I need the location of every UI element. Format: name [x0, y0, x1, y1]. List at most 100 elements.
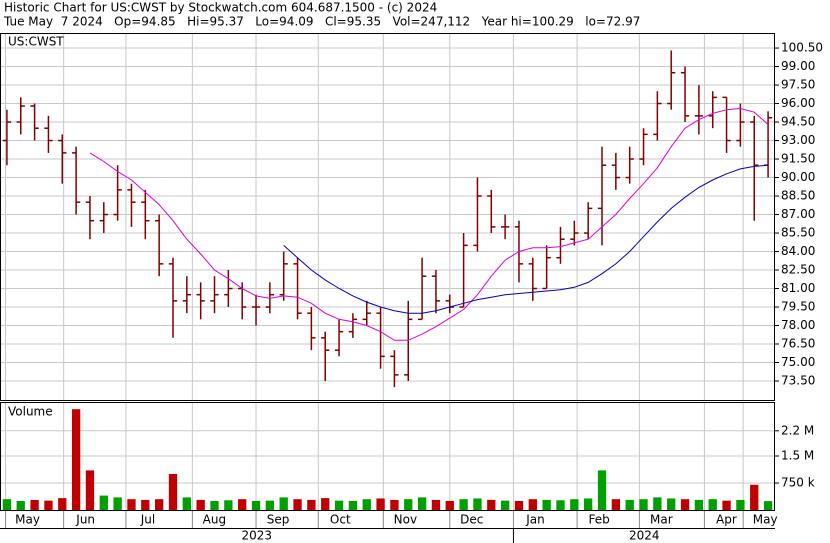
volume-bar: [362, 499, 371, 510]
year-label: 2023: [241, 529, 272, 543]
volume-bar: [584, 498, 593, 510]
y-tick-label: 73.50: [781, 374, 815, 388]
volume-bar: [334, 500, 344, 510]
volume-bar: [487, 499, 496, 510]
volume-bar: [667, 498, 676, 510]
y-tick-label: 1.5 M: [781, 449, 814, 463]
panel-title: Volume: [8, 405, 53, 419]
y-tick-label: 81.00: [781, 281, 815, 295]
y-tick-label: 76.50: [781, 337, 815, 351]
volume-bar: [238, 499, 247, 510]
y-tick-label: 88.50: [781, 189, 815, 203]
volume-bar: [611, 499, 620, 510]
y-tick-label: 79.50: [781, 300, 815, 314]
y-tick-label: 84.00: [781, 244, 815, 258]
volume-bar: [570, 499, 579, 510]
volume-bar: [321, 498, 330, 510]
x-tick-label: Jun: [75, 513, 95, 527]
volume-bar: [71, 409, 81, 510]
volume-bar: [708, 499, 717, 510]
moving-average: [89, 107, 769, 341]
y-tick-label: 99.00: [781, 59, 815, 73]
volume-bar: [348, 501, 358, 510]
volume-bar: [58, 498, 67, 510]
y-tick-label: 90.00: [781, 170, 815, 184]
symbol-label: US:CWST: [8, 35, 64, 49]
y-tick-label: 100.50: [781, 41, 823, 55]
volume-bar: [265, 500, 275, 510]
volume-bar: [459, 499, 468, 510]
volume-bar: [736, 499, 745, 510]
volume-bar: [30, 499, 39, 510]
header-line: Tue May 7 2024 Op=94.85 Hi=95.37 Lo=94.0…: [3, 15, 640, 29]
y-tick-label: 87.00: [781, 207, 815, 221]
y-tick-label: 78.00: [781, 318, 815, 332]
volume-bar: [514, 501, 524, 510]
x-tick-label: Mar: [650, 513, 673, 527]
volume-bar: [376, 498, 385, 510]
volume-bar: [680, 499, 690, 510]
volume-bar: [750, 484, 759, 510]
volume-bar: [307, 499, 316, 510]
volume-bar: [542, 499, 551, 510]
x-tick-label: Jul: [140, 513, 155, 527]
x-tick-label: Aug: [203, 513, 226, 527]
volume-bar: [251, 501, 261, 510]
volume-bar: [224, 500, 233, 510]
x-tick-label: Sep: [267, 513, 290, 527]
volume-bar: [113, 497, 122, 510]
volume-bar: [722, 500, 731, 510]
volume-bar: [127, 499, 136, 510]
y-tick-label: 94.50: [781, 115, 815, 129]
year-label: 2024: [629, 529, 660, 543]
y-tick-label: 2.2 M: [781, 423, 814, 437]
x-tick-label: Dec: [460, 513, 483, 527]
volume-bar: [390, 499, 399, 510]
volume-bar: [85, 470, 95, 510]
y-tick-label: 85.50: [781, 226, 815, 240]
plot-frame: [0, 402, 775, 511]
volume-bar: [210, 501, 219, 510]
x-tick-label: Jan: [525, 513, 545, 527]
volume-bar: [500, 500, 510, 510]
x-tick-label: Apr: [716, 513, 737, 527]
x-tick-label: May: [753, 513, 778, 527]
volume-bar: [44, 500, 53, 510]
x-tick-label: Nov: [394, 513, 417, 527]
volume-bar: [99, 495, 108, 510]
volume-bar: [694, 499, 704, 510]
plot-frame: [0, 33, 775, 401]
volume-bar: [155, 499, 164, 510]
volume-bar: [528, 499, 537, 510]
x-tick-label: May: [15, 513, 40, 527]
y-tick-label: 91.50: [781, 152, 815, 166]
volume-bar: [417, 497, 427, 510]
volume-bar: [763, 501, 773, 510]
volume-bar: [182, 497, 191, 510]
header-line: Historic Chart for US:CWST by Stockwatch…: [4, 1, 437, 15]
y-tick-label: 96.00: [781, 96, 815, 110]
y-tick-label: 93.00: [781, 133, 815, 147]
x-tick-label: Oct: [330, 513, 351, 527]
volume-bar: [431, 499, 441, 510]
y-tick-label: 97.50: [781, 78, 815, 92]
volume-bar: [293, 499, 302, 510]
volume-bar: [2, 499, 12, 510]
moving-average: [283, 164, 769, 314]
volume-bar: [639, 499, 648, 510]
volume-bar: [556, 500, 565, 510]
volume-bar: [445, 501, 454, 510]
x-tick-label: Feb: [588, 513, 609, 527]
y-tick-label: 82.50: [781, 263, 815, 277]
volume-bar: [473, 498, 482, 510]
volume-bar: [625, 499, 634, 510]
volume-bar: [597, 470, 607, 510]
y-tick-label: 75.00: [781, 355, 815, 369]
y-tick-label: 750 k: [781, 476, 815, 490]
volume-bar: [168, 474, 178, 510]
volume-bar: [404, 499, 413, 510]
volume-bar: [16, 501, 25, 510]
volume-bar: [653, 497, 662, 510]
